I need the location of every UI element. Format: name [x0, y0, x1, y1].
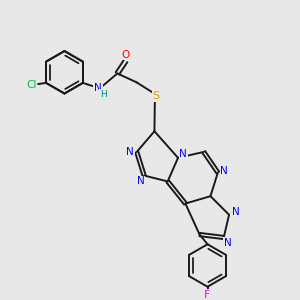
Text: Cl: Cl [26, 80, 37, 90]
Text: N: N [94, 83, 102, 93]
Text: S: S [153, 92, 160, 101]
Text: N: N [224, 238, 232, 248]
Text: N: N [126, 147, 134, 157]
Text: N: N [220, 166, 228, 176]
Text: O: O [122, 50, 130, 60]
Text: N: N [179, 149, 187, 159]
Text: N: N [137, 176, 144, 186]
Text: N: N [232, 207, 239, 218]
Text: H: H [100, 90, 107, 99]
Text: F: F [204, 290, 211, 300]
